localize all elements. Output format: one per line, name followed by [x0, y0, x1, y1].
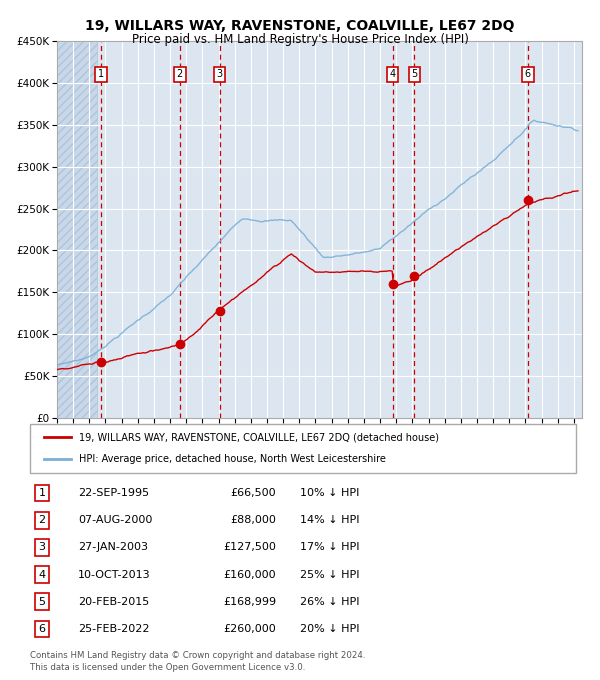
- Text: 4: 4: [389, 69, 395, 80]
- Text: 20-FEB-2015: 20-FEB-2015: [78, 597, 149, 607]
- Text: Contains HM Land Registry data © Crown copyright and database right 2024.: Contains HM Land Registry data © Crown c…: [30, 651, 365, 660]
- Text: 10-OCT-2013: 10-OCT-2013: [78, 570, 151, 579]
- Text: HPI: Average price, detached house, North West Leicestershire: HPI: Average price, detached house, Nort…: [79, 454, 386, 464]
- Text: 27-JAN-2003: 27-JAN-2003: [78, 543, 148, 552]
- Text: 07-AUG-2000: 07-AUG-2000: [78, 515, 152, 525]
- Text: 6: 6: [38, 624, 46, 634]
- Text: 19, WILLARS WAY, RAVENSTONE, COALVILLE, LE67 2DQ (detached house): 19, WILLARS WAY, RAVENSTONE, COALVILLE, …: [79, 432, 439, 443]
- Text: £66,500: £66,500: [230, 488, 276, 498]
- Text: £160,000: £160,000: [223, 570, 276, 579]
- Text: Price paid vs. HM Land Registry's House Price Index (HPI): Price paid vs. HM Land Registry's House …: [131, 33, 469, 46]
- Text: 2: 2: [38, 515, 46, 525]
- Text: 3: 3: [38, 543, 46, 552]
- Text: 19, WILLARS WAY, RAVENSTONE, COALVILLE, LE67 2DQ: 19, WILLARS WAY, RAVENSTONE, COALVILLE, …: [85, 19, 515, 33]
- Text: 3: 3: [217, 69, 223, 80]
- Text: 4: 4: [38, 570, 46, 579]
- Bar: [57, 41, 97, 418]
- Text: 22-SEP-1995: 22-SEP-1995: [78, 488, 149, 498]
- Text: 14% ↓ HPI: 14% ↓ HPI: [300, 515, 359, 525]
- Text: £168,999: £168,999: [223, 597, 276, 607]
- Text: £260,000: £260,000: [223, 624, 276, 634]
- Text: 20% ↓ HPI: 20% ↓ HPI: [300, 624, 359, 634]
- Text: £88,000: £88,000: [230, 515, 276, 525]
- Text: 5: 5: [412, 69, 418, 80]
- Text: 5: 5: [38, 597, 46, 607]
- Text: 2: 2: [176, 69, 183, 80]
- Text: 25% ↓ HPI: 25% ↓ HPI: [300, 570, 359, 579]
- Text: 1: 1: [38, 488, 46, 498]
- Text: 17% ↓ HPI: 17% ↓ HPI: [300, 543, 359, 552]
- Text: 25-FEB-2022: 25-FEB-2022: [78, 624, 149, 634]
- Text: 10% ↓ HPI: 10% ↓ HPI: [300, 488, 359, 498]
- Text: This data is licensed under the Open Government Licence v3.0.: This data is licensed under the Open Gov…: [30, 663, 305, 672]
- Text: 26% ↓ HPI: 26% ↓ HPI: [300, 597, 359, 607]
- Text: 1: 1: [98, 69, 104, 80]
- Text: £127,500: £127,500: [223, 543, 276, 552]
- Text: 6: 6: [525, 69, 531, 80]
